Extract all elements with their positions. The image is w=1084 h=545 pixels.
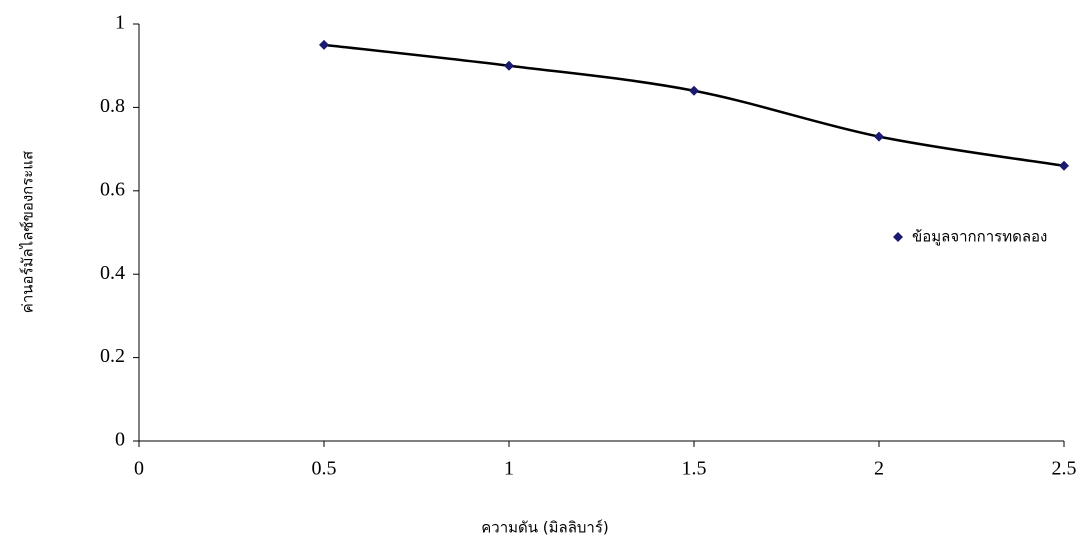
point: [504, 61, 514, 71]
x-tick-label: 1: [504, 458, 514, 480]
x-tick-label: 0.5: [312, 458, 337, 480]
legend-marker: [893, 232, 903, 242]
x-tick-label: 2: [874, 458, 884, 480]
trend-line: [324, 45, 1064, 166]
x-axis-label: ความดัน (มิลลิบาร์): [481, 519, 609, 537]
legend-label: ข้อมูลจากการทดลอง: [912, 228, 1047, 246]
x-tick-label: 1.5: [682, 458, 707, 480]
y-tick-label: 0.6: [100, 178, 125, 200]
chart: ความดัน (มิลลิบาร์) ค่านอร์มัลไลซ์ของกระ…: [0, 0, 1084, 545]
y-tick-label: 0: [115, 429, 125, 451]
point: [1059, 161, 1069, 171]
point: [874, 132, 884, 142]
y-axis-label: ค่านอร์มัลไลซ์ของกระแส: [19, 151, 37, 313]
x-tick-label: 0: [134, 458, 144, 480]
x-tick-label: 2.5: [1052, 458, 1077, 480]
y-tick-label: 0.8: [100, 95, 125, 117]
y-tick-label: 0.2: [100, 345, 125, 367]
point: [319, 40, 329, 50]
point: [689, 86, 699, 96]
y-tick-label: 1: [115, 12, 125, 34]
y-tick-label: 0.4: [100, 262, 125, 284]
